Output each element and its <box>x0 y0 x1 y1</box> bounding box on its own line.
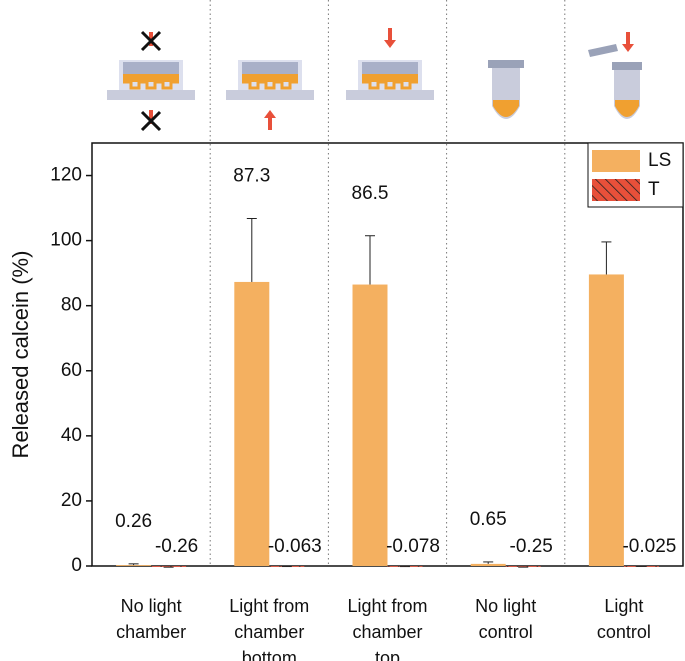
bar <box>588 274 624 566</box>
value-label: -0.063 <box>268 536 322 557</box>
x-tick-label: chamber <box>352 622 422 642</box>
y-tick-label: 20 <box>61 490 82 511</box>
x-tick-label: No light <box>475 596 536 616</box>
legend-swatch <box>592 150 640 172</box>
bar <box>352 284 388 566</box>
x-tick-label: chamber <box>116 622 186 642</box>
bar <box>505 566 541 567</box>
x-tick-label: Light from <box>229 596 309 616</box>
x-tick-label: Light from <box>347 596 427 616</box>
y-tick-label: 40 <box>61 425 82 446</box>
value-label: -0.25 <box>510 536 553 557</box>
y-tick-label: 100 <box>50 230 82 251</box>
legend-swatch <box>592 179 640 201</box>
value-label: 87.3 <box>233 166 270 187</box>
y-tick-label: 120 <box>50 165 82 186</box>
value-label: 0.65 <box>470 509 507 530</box>
bar <box>470 563 506 566</box>
value-label: -0.025 <box>622 536 676 557</box>
bar <box>116 565 152 566</box>
legend-label: T <box>648 179 660 200</box>
legend-label: LS <box>648 150 671 171</box>
y-tick-label: 60 <box>61 360 82 381</box>
value-label: 86.5 <box>352 183 389 204</box>
icons <box>107 28 642 132</box>
x-tick-label: top <box>375 648 400 661</box>
value-label: -0.26 <box>155 536 198 557</box>
y-tick-label: 80 <box>61 295 82 316</box>
x-tick-label: control <box>597 622 651 642</box>
x-tick-label: bottom <box>242 648 297 661</box>
bar <box>151 566 187 567</box>
x-tick-label: control <box>479 622 533 642</box>
x-tick-label: No light <box>121 596 182 616</box>
x-tick-label: Light <box>604 596 643 616</box>
y-axis-label: Released calcein (%) <box>8 251 33 459</box>
y-tick-label: 0 <box>71 555 82 576</box>
x-tick-label: chamber <box>234 622 304 642</box>
value-label: 0.26 <box>115 511 152 532</box>
bar <box>234 281 270 566</box>
value-label: -0.078 <box>386 536 440 557</box>
